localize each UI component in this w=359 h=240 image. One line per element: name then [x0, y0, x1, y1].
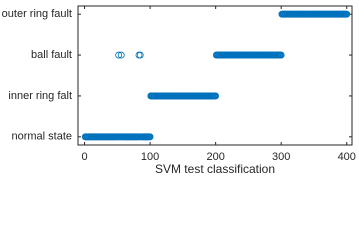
x-tick-label: 100 — [141, 151, 159, 163]
x-tick-label: 0 — [81, 151, 87, 163]
y-tick-label: outer ring fault — [2, 8, 72, 20]
point — [146, 133, 154, 141]
x-tick-label: 400 — [338, 151, 356, 163]
point — [136, 51, 144, 59]
point — [115, 51, 123, 59]
y-tick-label: normal state — [11, 131, 72, 143]
point — [343, 10, 351, 18]
x-tick-label: 300 — [272, 151, 290, 163]
point — [117, 51, 125, 59]
y-tick-label: inner ring falt — [8, 90, 72, 102]
point — [135, 51, 143, 59]
x-tick-label: 200 — [206, 151, 224, 163]
chart: SVM test classification 0 100 200 300 400 nor… — [2, 5, 356, 176]
axes-box — [77, 5, 353, 146]
x-axis-label: SVM test classification — [155, 162, 275, 176]
point — [277, 51, 285, 59]
point — [212, 92, 220, 100]
y-tick-label: ball fault — [31, 49, 72, 61]
